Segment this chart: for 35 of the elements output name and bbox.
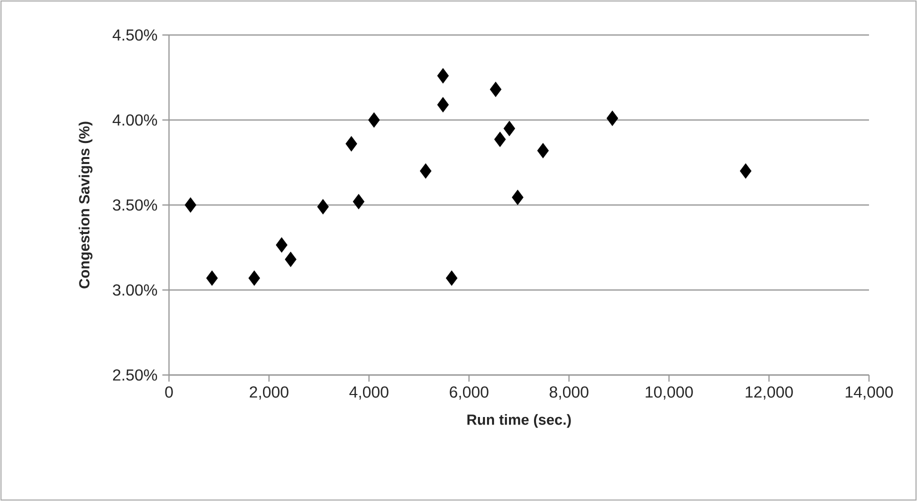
point (740, 163, 752, 179)
point (512, 190, 524, 205)
y-tick-label: 3.50% (112, 199, 158, 211)
x-tick-label: 12,000 (746, 386, 793, 400)
point (317, 199, 329, 214)
y-tick-label: 4.50% (112, 29, 158, 41)
x-tick-label: 6,000 (450, 386, 488, 400)
point (437, 68, 449, 84)
point (352, 194, 364, 210)
point (494, 132, 506, 147)
point (420, 163, 432, 179)
y-axis-title: Congestion Savigns (%) (78, 122, 92, 288)
point (537, 143, 549, 158)
x-tick-label: 8,000 (550, 386, 588, 400)
x-axis-title: Run time (sec.) (467, 414, 571, 428)
point (490, 82, 502, 98)
y-tick-label: 2.50% (113, 369, 158, 381)
y-tick-label: 4.00% (112, 114, 158, 126)
point (284, 252, 296, 268)
x-tick-label: 14,000 (846, 386, 893, 400)
y-tick-label: 3.00% (112, 284, 158, 296)
point (606, 110, 618, 126)
x-tick-label: 0 (165, 386, 173, 398)
point (368, 112, 380, 128)
x-tick-label: 2,000 (250, 386, 288, 400)
x-tick-label: 4,000 (349, 386, 388, 400)
point (206, 270, 218, 286)
point (346, 136, 358, 152)
point (446, 270, 458, 286)
point (437, 97, 449, 112)
point (184, 197, 196, 213)
x-tick-label: 10,000 (646, 386, 693, 400)
point (504, 120, 516, 136)
point (248, 270, 260, 286)
point (276, 237, 288, 253)
